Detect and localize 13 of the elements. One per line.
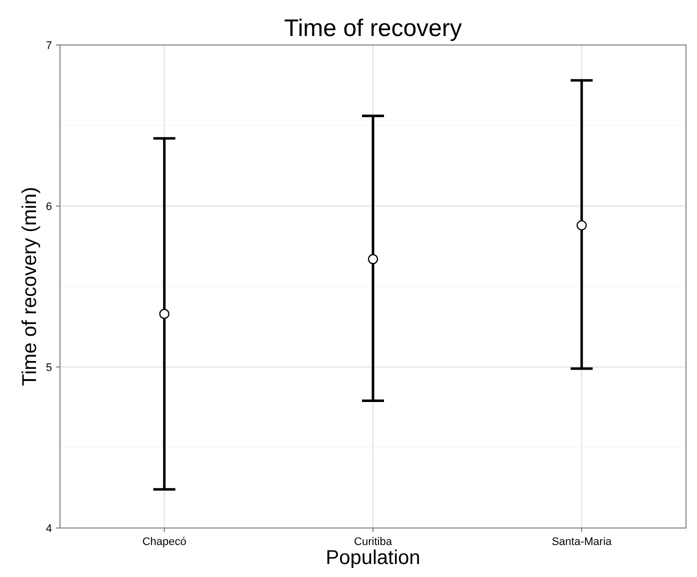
x-tick-label: Curitiba	[354, 536, 393, 548]
point	[159, 308, 170, 319]
point	[576, 220, 587, 230]
x-tick-label: Santa-Maria	[552, 536, 613, 548]
y-axis-title: Time of recovery (min)	[19, 186, 41, 386]
y-tick-label: 4	[46, 522, 52, 535]
chart-title: Time of recovery	[284, 15, 462, 42]
y-tick-label: 5	[46, 362, 52, 374]
y-tick-label: 7	[46, 40, 52, 52]
x-tick-label: Chapecó	[142, 536, 186, 548]
y-tick-label: 6	[46, 200, 52, 213]
point	[368, 254, 378, 264]
x-axis-title: Population	[326, 547, 420, 569]
